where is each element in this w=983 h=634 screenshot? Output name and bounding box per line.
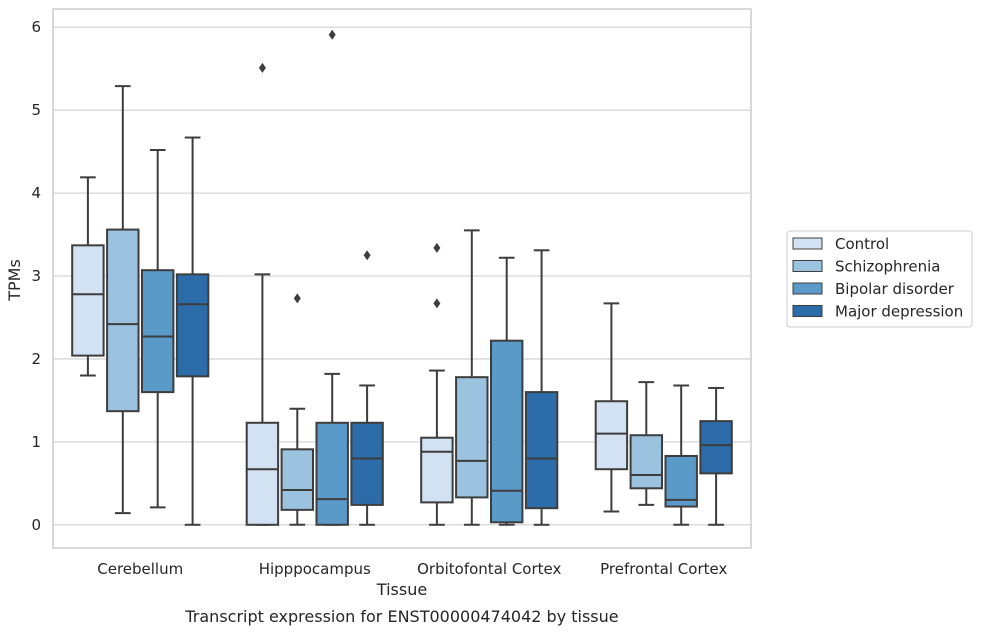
box-groups	[71, 29, 733, 526]
outlier-point	[258, 62, 266, 73]
box-iqr	[245, 421, 280, 526]
legend-swatch	[792, 260, 823, 272]
y-tick-label: 6	[31, 18, 41, 36]
box-iqr	[524, 391, 559, 510]
y-axis-label: TPMs	[5, 259, 24, 302]
y-axis-ticks: 0 1 2 3 4 5 6	[31, 18, 41, 534]
outlier-point	[293, 293, 301, 304]
outlier-point	[433, 242, 441, 253]
box-iqr	[489, 339, 524, 524]
y-tick-label: 3	[31, 267, 41, 285]
box-item	[455, 229, 489, 526]
box-iqr	[71, 244, 105, 357]
y-tick-label: 1	[31, 433, 41, 451]
chart-caption: Transcript expression for ENST0000047404…	[184, 607, 618, 626]
legend-swatch	[792, 305, 823, 317]
box-iqr	[175, 273, 210, 378]
box-iqr	[455, 376, 489, 499]
x-tick-label: Cerebellum	[97, 560, 183, 578]
x-axis-label: Tissue	[376, 580, 427, 599]
box-item	[629, 381, 664, 506]
legend-frame	[786, 230, 973, 328]
legend-label: Bipolar disorder	[835, 280, 955, 298]
category-group	[245, 29, 384, 526]
box-item	[524, 249, 559, 526]
box-iqr	[140, 269, 175, 394]
outlier-point	[328, 29, 336, 40]
legend-item: Schizophrenia	[792, 258, 940, 276]
box-iqr	[315, 421, 349, 526]
box-iqr	[280, 448, 315, 511]
box-item	[175, 136, 210, 526]
y-tick-label: 2	[31, 350, 41, 368]
box-item	[140, 148, 175, 509]
category-group	[594, 302, 733, 526]
box-item	[420, 242, 454, 526]
legend-label: Control	[835, 235, 889, 253]
outlier-point	[363, 250, 371, 261]
legend-item: Major depression	[792, 303, 963, 321]
box-iqr	[420, 436, 454, 504]
box-item	[245, 62, 280, 526]
box-item	[594, 302, 629, 513]
legend-label: Schizophrenia	[835, 258, 940, 276]
y-tick-label: 4	[31, 184, 41, 202]
legend-item: Control	[792, 235, 889, 253]
category-group	[71, 85, 210, 526]
box-iqr	[594, 400, 629, 471]
x-tick-label: Orbitofontal Cortex	[417, 560, 561, 578]
box-item	[315, 29, 349, 526]
box-item	[350, 250, 384, 526]
x-tick-label: Prefrontal Cortex	[600, 560, 727, 578]
plot-frame	[52, 8, 752, 549]
legend-swatch	[792, 237, 823, 250]
x-tick-label: Hipppocampus	[259, 560, 371, 578]
legend: Control Schizophrenia Bipolar disorder Majo…	[786, 230, 973, 328]
box-item	[489, 256, 524, 526]
legend-swatch	[792, 282, 823, 295]
outlier-point	[433, 298, 441, 309]
box-iqr	[106, 228, 140, 413]
box-iqr	[350, 421, 384, 506]
box-item	[106, 85, 140, 515]
box-iqr	[629, 434, 664, 490]
x-axis-ticks: Cerebellum Hipppocampus Orbitofontal Corte…	[97, 560, 727, 578]
box-item	[699, 386, 733, 526]
box-item	[71, 176, 105, 377]
box-item	[280, 293, 315, 526]
box-item	[664, 384, 698, 526]
category-group	[420, 229, 559, 526]
y-tick-label: 0	[31, 516, 41, 534]
box-iqr	[699, 420, 733, 475]
box-iqr	[664, 454, 698, 508]
legend-label: Major depression	[835, 303, 963, 321]
legend-item: Bipolar disorder	[792, 280, 955, 298]
y-tick-label: 5	[31, 101, 41, 119]
